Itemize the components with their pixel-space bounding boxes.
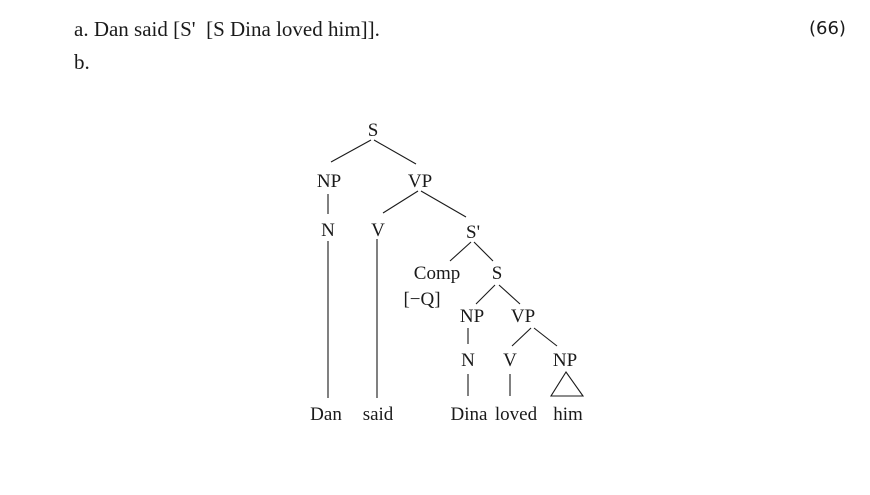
branch-sbar-comp <box>449 241 472 262</box>
node-s-embedded: S <box>492 263 503 284</box>
leaf-him: him <box>553 404 583 425</box>
branch-s-vp-emb <box>498 284 521 305</box>
branch-sbar-s <box>473 241 494 262</box>
node-vp-main: VP <box>408 171 432 192</box>
node-s-root: S <box>368 120 379 141</box>
branch-vp-v <box>382 190 419 214</box>
tree-leaves: Dan said Dina loved him <box>310 404 583 425</box>
tree-branches <box>327 139 585 398</box>
example-a-sentence: a. Dan said [S' [S Dina loved him]]. <box>74 17 380 41</box>
example-number: (66) <box>809 18 846 39</box>
branch-s-np-emb <box>475 284 496 305</box>
leaf-dan: Dan <box>310 404 342 425</box>
branch-vp-np-obj <box>533 327 558 347</box>
branch-s-vp <box>373 139 417 165</box>
node-n-subject: N <box>321 220 335 241</box>
tree-node-labels: S NP VP N V S' Comp [−Q] S NP VP N V NP <box>317 120 577 371</box>
triangle-np-him <box>550 371 585 397</box>
leaf-said: said <box>363 404 394 425</box>
leaf-dina: Dina <box>451 404 489 425</box>
node-vp-embedded: VP <box>511 306 535 327</box>
node-v-main: V <box>371 220 385 241</box>
node-np-subject: NP <box>317 171 341 192</box>
node-comp-feature: [−Q] <box>403 289 440 310</box>
branch-s-np <box>330 139 372 163</box>
node-s-bar: S' <box>466 222 480 243</box>
branch-vp-sbar <box>420 190 467 218</box>
node-np-object: NP <box>553 350 577 371</box>
leaf-loved: loved <box>495 404 538 425</box>
example-b-label: b. <box>74 50 90 74</box>
node-comp: Comp <box>414 263 460 284</box>
node-np-embedded: NP <box>460 306 484 327</box>
branch-vp-v-emb <box>511 327 532 347</box>
node-n-embedded: N <box>461 350 475 371</box>
node-v-embedded: V <box>503 350 517 371</box>
